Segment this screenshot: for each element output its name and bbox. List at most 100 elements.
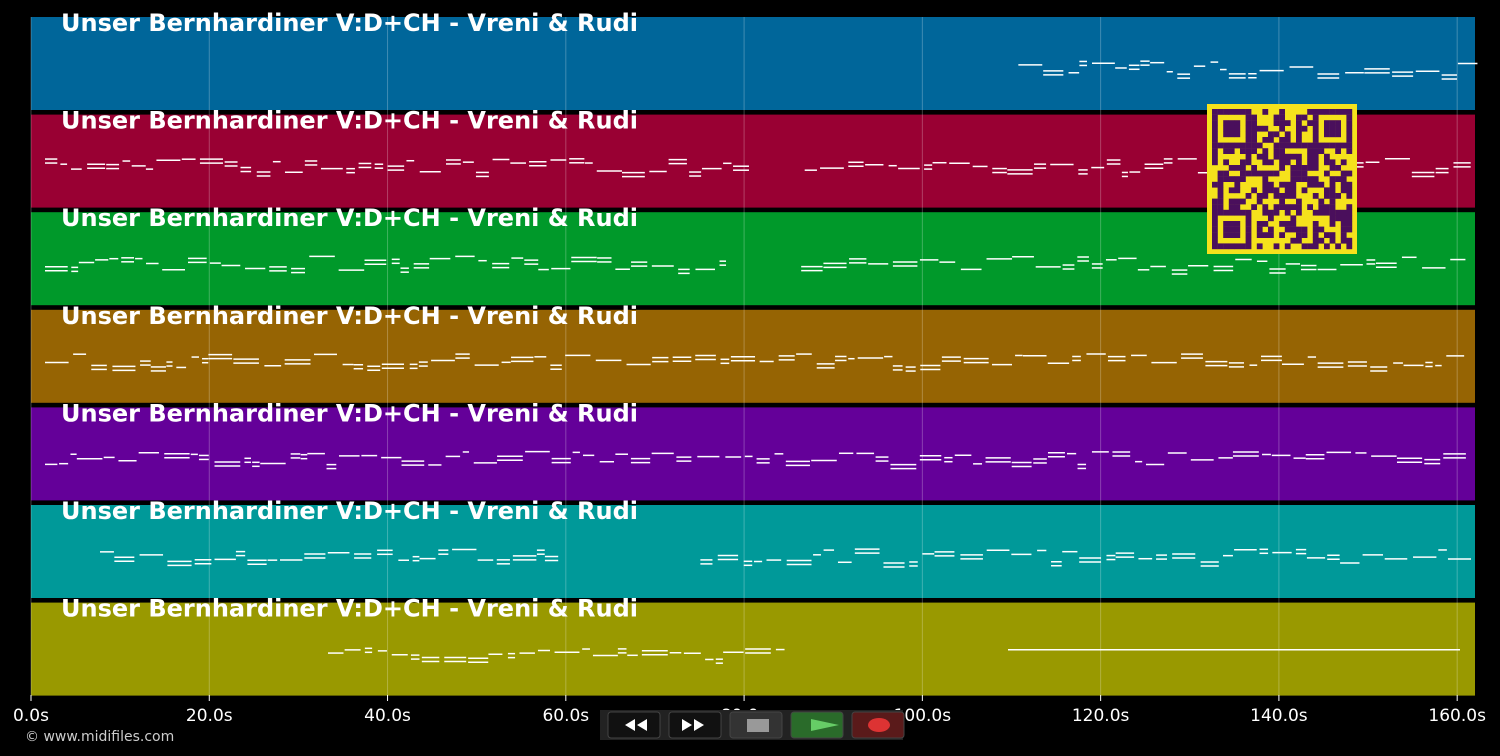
qr-cell [1312,148,1319,154]
qr-cell [1268,209,1274,216]
qr-cell [1290,187,1297,194]
qr-cell [1212,221,1218,227]
qr-cell [1240,243,1246,250]
qr-cell [1279,193,1285,199]
qr-cell [1307,181,1313,188]
qr-cell [1223,176,1229,182]
qr-cell [1329,237,1336,244]
qr-cell [1279,221,1285,227]
qr-cell [1217,243,1224,250]
qr-cell [1234,243,1241,250]
qr-cell [1228,125,1235,132]
qr-cell [1273,131,1280,138]
qr-cell [1312,176,1319,182]
qr-cell [1228,198,1235,205]
x-tick-label: 120.0s [1072,706,1130,726]
qr-cell [1228,142,1235,149]
qr-cell [1324,131,1330,138]
qr-cell [1290,170,1297,177]
qr-cell [1307,204,1313,210]
qr-cell [1223,131,1229,138]
qr-cell [1290,204,1297,210]
qr-cell [1324,109,1330,115]
qr-cell [1268,170,1274,177]
rewind-icon [625,719,647,731]
qr-cell [1279,204,1285,210]
qr-cell [1228,221,1235,227]
qr-cell [1329,204,1336,210]
qr-cell [1296,209,1302,216]
qr-cell [1240,109,1246,115]
qr-cell [1251,148,1257,154]
qr-cell [1245,221,1252,227]
qr-cell [1268,137,1274,143]
qr-cell [1284,221,1291,227]
qr-cell [1290,215,1297,222]
qr-cell [1273,148,1280,154]
qr-cell [1212,204,1218,210]
qr-cell [1279,142,1285,149]
qr-cell [1217,142,1224,149]
x-tick-label: 0.0s [13,706,49,726]
qr-cell [1296,114,1302,121]
qr-cell [1273,153,1280,160]
qr-cell [1273,187,1280,194]
qr-cell [1284,204,1291,210]
qr-cell [1212,137,1218,143]
qr-cell [1335,193,1341,199]
qr-cell [1296,165,1302,171]
qr-cell [1284,226,1291,233]
qr-cell [1340,187,1347,194]
qr-cell [1340,159,1347,166]
qr-cell [1268,232,1274,238]
forward-icon [682,719,704,731]
qr-cell [1340,226,1347,233]
qr-cell [1212,159,1218,166]
qr-cell [1346,243,1353,250]
qr-cell [1223,142,1229,149]
qr-cell [1346,226,1353,233]
qr-cell [1307,142,1313,149]
qr-cell [1324,153,1330,160]
qr-cell [1346,148,1353,154]
qr-cell [1228,232,1235,238]
qr-cell [1329,159,1336,166]
qr-cell [1312,109,1319,115]
qr-cell [1318,209,1325,216]
qr-cell [1212,243,1218,250]
track-title: Unser Bernhardiner V:D+CH - Vreni & Rudi [61,302,638,330]
qr-cell [1324,142,1330,149]
qr-cell [1312,131,1319,138]
qr-cell [1268,226,1274,233]
qr-cell [1312,165,1319,171]
qr-cell [1273,170,1280,177]
qr-cell [1245,120,1252,126]
qr-cell [1312,181,1319,188]
record-icon [868,718,890,732]
qr-cell [1335,109,1341,115]
qr-cell [1251,187,1257,194]
qr-cell [1329,209,1336,216]
qr-cell [1284,209,1291,216]
qr-cell [1312,120,1319,126]
qr-cell [1290,181,1297,188]
qr-cell [1346,209,1353,216]
qr-cell [1329,165,1336,171]
qr-cell [1324,159,1330,166]
qr-cell [1346,204,1353,210]
qr-cell [1290,142,1297,149]
qr-cell [1262,148,1269,154]
qr-cell [1324,232,1330,238]
qr-cell [1301,114,1308,121]
qr-cell [1262,187,1269,194]
qr-cell [1240,142,1246,149]
qr-cell [1284,142,1291,149]
qr-cell [1256,221,1263,227]
qr-cell [1234,226,1241,233]
qr-cell [1262,204,1269,210]
qr-cell [1296,142,1302,149]
qr-cell [1318,109,1325,115]
qr-cell [1340,237,1347,244]
qr-cell [1212,198,1218,205]
